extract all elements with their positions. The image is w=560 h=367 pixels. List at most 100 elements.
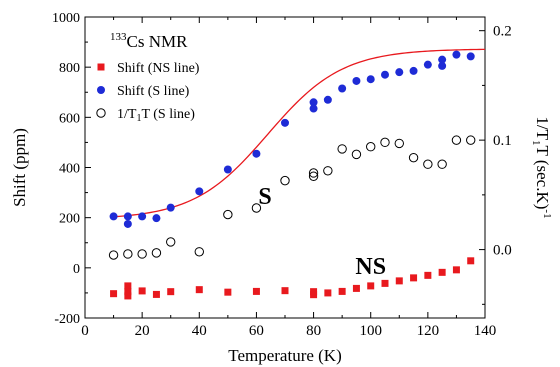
ns-shift-point <box>324 289 332 297</box>
relaxation-point <box>151 248 162 258</box>
axes <box>84 16 486 319</box>
s-shift-point <box>166 203 175 212</box>
relaxation-point <box>251 203 262 213</box>
relaxation-point <box>323 166 333 176</box>
data-points-layer <box>108 50 476 300</box>
s-shift-point <box>309 98 318 107</box>
relaxation-point <box>108 250 119 260</box>
legend-label: Shift (S line) <box>117 84 190 99</box>
legend-title: 133Cs NMR <box>110 31 188 51</box>
y-tick-label: 600 <box>59 111 80 126</box>
ns-shift-point <box>410 274 418 282</box>
annotation-label: NS <box>355 254 386 280</box>
fit-curve <box>113 48 486 218</box>
relaxation-point <box>280 175 290 186</box>
relaxation-point <box>408 152 419 163</box>
ns-shift-point <box>395 277 403 285</box>
ns-shift-point <box>381 279 389 287</box>
y-tick-label: 0 <box>73 262 80 277</box>
legend: 133Cs NMR Shift (NS line) Shift (S line) 1/… <box>96 31 200 124</box>
s-shift-point <box>323 95 332 104</box>
y2-tick-label: 0.0 <box>493 243 512 259</box>
relaxation-point <box>394 138 404 149</box>
s-shift-point <box>223 165 232 174</box>
ns-shift-point <box>224 288 232 296</box>
ns-shift-point <box>467 257 475 265</box>
relaxation-point <box>437 159 447 169</box>
ns-shift-point <box>367 282 375 290</box>
x-axis-label: Temperature (K) <box>228 346 342 365</box>
legend-marker <box>97 86 105 94</box>
relaxation-point <box>137 249 147 259</box>
s-shift-point <box>352 76 361 85</box>
y-tick-label: 400 <box>59 162 80 177</box>
y-tick-label: 1000 <box>52 11 80 26</box>
y2-label-superscript: -1 <box>541 209 553 218</box>
s-shift-point <box>381 70 389 79</box>
labels-layer: 0 20 40 60 80 100 120 140-200020040060080010000… <box>10 11 553 365</box>
legend-marker <box>97 63 105 71</box>
s-shift-point <box>252 149 261 158</box>
ns-shift-point <box>138 287 146 295</box>
y2-tick-label: 0.2 <box>493 24 512 40</box>
y2-label-part: 1/T <box>533 116 552 140</box>
legend-label-subscript: 1 <box>136 113 141 124</box>
legend-label-part: 1/T <box>117 107 137 122</box>
ns-shift-point <box>310 288 318 296</box>
legend-label: Shift (NS line) <box>117 61 200 76</box>
legend-marker <box>96 108 106 118</box>
ns-shift-point <box>424 271 432 279</box>
s-shift-point <box>123 212 132 221</box>
s-shift-point <box>452 50 461 59</box>
relaxation-point <box>451 135 462 145</box>
s-shift-point <box>409 66 418 75</box>
relaxation-point <box>351 149 362 160</box>
relaxation-point <box>308 171 319 181</box>
ns-shift-point <box>124 282 132 290</box>
relaxation-point <box>337 144 347 154</box>
y2-axis-label: 1/T1T (sec.K)-1 <box>530 116 553 218</box>
ns-shift-point <box>252 287 260 295</box>
relaxation-point <box>380 137 390 148</box>
s-shift-point <box>366 75 375 84</box>
fit-curve-layer <box>113 48 486 218</box>
ns-shift-point <box>338 287 346 295</box>
ns-shift-point <box>167 288 175 296</box>
relaxation-point <box>223 209 233 220</box>
s-shift-point <box>438 55 447 64</box>
y-tick-label: 200 <box>59 212 80 227</box>
ns-shift-point <box>110 290 118 298</box>
s-shift-point <box>466 52 475 61</box>
y-tick-label: 800 <box>59 61 80 76</box>
x-tick-label: 60 <box>249 323 264 339</box>
y-tick-label: -200 <box>54 312 80 327</box>
relaxation-point <box>366 142 376 152</box>
x-tick-label: 20 <box>135 323 150 339</box>
ns-shift-point <box>438 268 446 276</box>
ns-shift-point <box>352 284 360 292</box>
s-shift-point <box>109 212 118 221</box>
legend-title-text: Cs NMR <box>127 32 189 51</box>
relaxation-point <box>194 247 204 257</box>
legend-label: 1/T1T (S line) <box>117 107 195 124</box>
x-tick-label: 80 <box>306 323 321 339</box>
annotation-label: S <box>258 184 271 210</box>
x-tick-label: 100 <box>359 323 382 339</box>
s-shift-point <box>395 68 404 77</box>
y2-label-part: T (sec.K) <box>533 146 552 210</box>
relaxation-point <box>166 237 176 247</box>
relaxation-point <box>423 159 433 169</box>
s-shift-point <box>281 118 289 127</box>
s-shift-point <box>152 214 161 223</box>
legend-title-superscript: 133 <box>110 31 127 43</box>
s-shift-point <box>438 61 447 70</box>
ns-shift-point <box>452 266 460 274</box>
s-shift-point <box>138 212 147 221</box>
s-shift-point <box>309 104 318 113</box>
relaxation-point <box>308 168 319 178</box>
relaxation-point <box>466 135 476 145</box>
ns-shift-point <box>124 292 132 300</box>
relaxation-point <box>123 249 133 259</box>
legend-label-part: T (S line) <box>141 107 195 122</box>
s-shift-point <box>423 60 432 69</box>
